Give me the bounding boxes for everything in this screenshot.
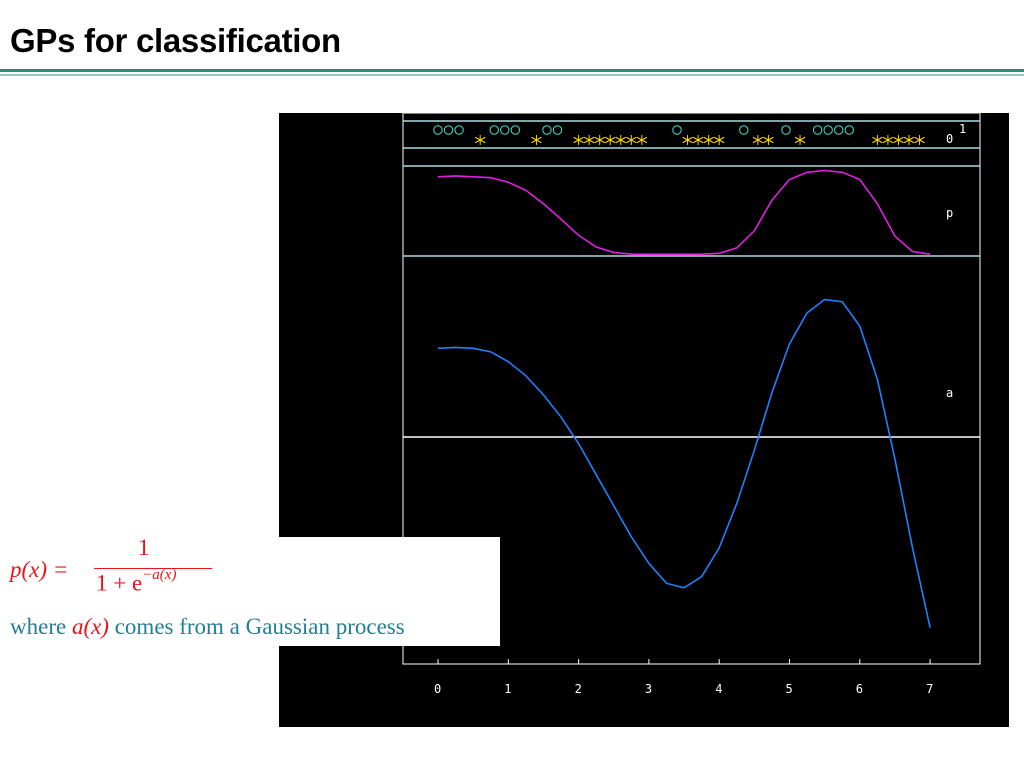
caption-where: where [10,614,67,639]
class-0-point [763,135,774,145]
class-0-point [903,135,915,145]
class-0-point [713,135,725,145]
class-0-point [882,135,894,145]
class-0-point [594,135,605,145]
title-rule-light [0,74,1024,76]
title-rule [0,69,1024,72]
class-0-point [474,135,486,145]
slide-title: GPs for classification [10,22,341,59]
class-1-point [433,125,443,135]
class-1-point [500,125,510,135]
x-tick-label: 1 [504,682,511,696]
a-curve [437,298,931,628]
class-1-point [552,125,563,135]
formula-denominator-base: 1 + e [96,570,143,596]
class-0-point [893,135,904,145]
class-1-point [510,125,521,135]
class-1-point [823,125,833,135]
class-0-point [703,135,714,145]
class-0-point [636,135,648,145]
class-0-point [626,135,637,145]
x-tick-label: 0 [434,682,441,696]
class-0-point [615,135,627,145]
class-1-point [489,125,499,135]
x-tick-label: 7 [926,682,933,696]
class-1-point [443,125,454,135]
class-1-point [812,125,823,135]
class-1-point [834,125,844,135]
x-tick-label: 6 [856,682,863,696]
class-1-point [781,125,791,135]
class-0-point [583,135,595,145]
class-0-point [872,135,883,145]
class-0-point [604,135,616,145]
formula-denominator: 1 + e−a(x) [96,567,177,597]
class-1-point [672,125,682,135]
p-curve [437,169,931,255]
class-0-point [914,135,925,145]
x-tick-label: 3 [645,682,652,696]
formula-panel [0,537,500,646]
class-1-point [844,125,854,135]
formula-exponent: −a(x) [142,567,177,583]
class-0-point [573,135,584,145]
a-series-label: a [946,386,953,400]
class-0-point [752,135,764,145]
label-axis-1: 1 [959,122,966,136]
class-0-point [692,135,704,145]
fraction-bar [94,568,212,569]
class-0-point [682,135,693,145]
caption-expr: a(x) [71,614,109,639]
x-tick-label: 4 [715,682,722,696]
class-1-point [454,125,464,135]
class-0-point [794,135,806,145]
class-0-point [531,135,542,145]
x-tick-label: 2 [575,682,582,696]
formula-caption: where a(x) comes from a Gaussian process [10,614,405,640]
plot-frame [402,113,981,665]
x-tick-label: 5 [786,682,793,696]
label-axis-0: 0 [946,132,953,146]
formula-lhs: p(x) = [10,557,69,582]
formula-numerator: 1 [138,535,150,560]
caption-rest: comes from a Gaussian process [114,614,405,639]
p-series-label: p [946,206,953,220]
class-1-point [542,125,552,135]
class-1-point [739,125,749,135]
